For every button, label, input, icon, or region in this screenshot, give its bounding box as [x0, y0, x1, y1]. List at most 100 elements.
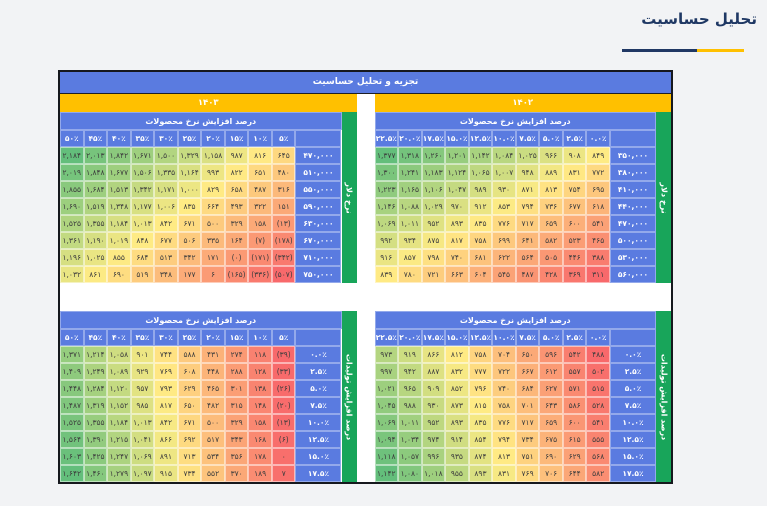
heatmap-cell: ۱,۳۱۸	[398, 147, 422, 165]
column-header-cell: ۴۰٪	[107, 130, 131, 148]
table-row: ۱,۰۶۹ ۱,۰۱۱ ۹۵۲ ۸۹۳ ۸۳۵ ۷۷۶ ۷۱۷ ۶۵۹ ۶۰۰ ۵۴۱ ۴۷۰,۰۰…	[374, 215, 657, 233]
heatmap-cell: ۱,۳۷۷	[374, 147, 399, 165]
column-group-title: درصد افزایش نرخ محصولات	[60, 311, 342, 329]
heatmap-cell: ۸۱۷	[154, 397, 178, 414]
middle-gap	[356, 93, 375, 113]
column-header-cell: ۱۰٪	[248, 329, 272, 346]
heatmap-cell: ۶۴۱	[515, 232, 540, 250]
heatmap-cell: ۸۲۹	[201, 181, 225, 199]
heatmap-cell: ۱,۰۸۸	[398, 198, 422, 216]
heatmap-cell: ۸۶۱	[83, 266, 108, 284]
heatmap-cell: ۱۶۸	[248, 431, 272, 448]
heatmap-cell: ۸۱۷	[445, 232, 469, 250]
heatmap-cell: ۱,۲۷۹	[107, 465, 131, 482]
heatmap-cell: ۶۵۰	[177, 397, 202, 414]
column-header-cell: ۰.۰٪	[586, 329, 610, 346]
heatmap-cell: ۸۵۴	[468, 431, 493, 448]
table-row: ۱,۶۹۰ ۱,۵۱۹ ۱,۳۴۸ ۱,۱۷۷ ۱,۰۰۶ ۸۳۵ ۶۶۴ ۴۹۳ ۳۲۲ ۱۵۱…	[60, 198, 342, 216]
heatmap-cell: (۲۶)	[271, 380, 296, 397]
column-header-cell: ۵.۰٪	[539, 130, 563, 148]
heatmap-cell: ۱۵۸	[248, 215, 272, 233]
row-label-cell: ۷.۵٪	[609, 397, 656, 414]
heatmap-body: ۲,۱۸۴ ۲,۰۱۳ ۱,۸۴۲ ۱,۶۷۱ ۱,۵۰۰ ۱,۳۲۹ ۱,۱۵۸ ۹۸۷ ۸۱…	[60, 147, 342, 284]
heatmap-cell: ۲,۱۸۴	[60, 147, 84, 165]
heatmap-cell: ۵۲۳	[562, 232, 587, 250]
row-label-cell: ۳۵۰,۰۰۰	[609, 147, 656, 165]
heatmap-cell: (۱۷۱)	[248, 249, 272, 267]
heatmap-cell: ۵۵۲	[201, 465, 225, 482]
heatmap-cell: ۱,۱۹۶	[60, 249, 84, 267]
heatmap-cell: ۷۳۴	[177, 465, 202, 482]
table-row: ۱,۰۲۱ ۹۶۵ ۹۰۹ ۸۵۲ ۷۹۶ ۷۴۰ ۶۸۴ ۶۲۷ ۵۷۱ ۵۱۵ ۵.۰٪	[374, 380, 657, 397]
heatmap-cell: ۷۰۶	[539, 465, 563, 482]
heatmap-cell: ۷۵۸	[492, 397, 516, 414]
heatmap-cell: ۱,۰۸۹	[107, 363, 131, 380]
heatmap-cell: ۱,۱۹۰	[83, 232, 108, 250]
heatmap-cell: ۶۴۵	[271, 147, 296, 165]
heatmap-cell: ۵۹۶	[539, 346, 563, 363]
heatmap-cell: ۱,۴۸۷	[60, 397, 84, 414]
heatmap-cell: ۵۴۲	[562, 346, 587, 363]
row-label-cell: ۷۵۰,۰۰۰	[295, 266, 342, 284]
heatmap-body: ۹۷۳ ۹۱۹ ۸۶۶ ۸۱۲ ۷۵۸ ۷۰۴ ۶۵۰ ۵۹۶ ۵۴۲ ۴۸۸ ۰.۰٪ ۹۹۷ ۹۴۲…	[374, 346, 657, 482]
table-row: ۹۱۶ ۸۵۷ ۷۹۸ ۷۴۰ ۶۸۱ ۶۲۲ ۵۶۴ ۵۰۵ ۴۴۶ ۳۸۸ ۵۳۰,۰۰۰	[374, 249, 657, 267]
heatmap-cell: ۶۲۹	[177, 380, 202, 397]
heatmap-cell: ۸۴۲	[154, 215, 178, 233]
heatmap-cell: ۳۱۵	[224, 397, 249, 414]
column-header-cell: ۲۲.۵٪	[374, 130, 399, 148]
column-header-cell: ۱۰.۰٪	[492, 329, 516, 346]
heatmap-cell: ۱,۴۰۹	[60, 363, 84, 380]
heatmap-cell: ۱۴۸	[248, 397, 272, 414]
heatmap-cell: ۱,۳۵۵	[83, 215, 108, 233]
heatmap-cell: ۱,۸۵۵	[60, 181, 84, 199]
column-header-cell: ۲۵٪	[177, 130, 202, 148]
heatmap-cell: ۳۲۲	[248, 198, 272, 216]
heatmap-cell: ۱,۱۶۴	[177, 164, 202, 182]
heatmap-cell: ۱,۶۹۰	[60, 198, 84, 216]
column-group-title: درصد افزایش نرخ محصولات	[374, 311, 656, 329]
table-row: ۱,۴۴۸ ۱,۲۸۴ ۱,۱۲۰ ۹۵۷ ۷۹۳ ۶۲۹ ۴۶۵ ۳۰۱ ۱۳۸ (۲۶) ۵.۰…	[60, 380, 342, 397]
row-label-cell: ۵۵۰,۰۰۰	[295, 181, 342, 199]
column-header-cell: ۳۰٪	[154, 329, 178, 346]
heatmap-cell: ۷۹۴	[515, 198, 540, 216]
row-label-cell: ۳۸۰,۰۰۰	[609, 164, 656, 182]
heatmap-cell: ۵۴۱	[586, 215, 610, 233]
table-row: ۱,۱۹۶ ۱,۰۲۵ ۸۵۵ ۶۸۴ ۵۱۳ ۳۴۲ ۱۷۱ (۰) (۱۷۱) (۳۴۲) ۷۱…	[60, 249, 342, 267]
heatmap-cell: ۱,۴۶۰	[83, 465, 108, 482]
heatmap-cell: ۱,۱۷۱	[154, 181, 178, 199]
heatmap-cell: ۶۵۹	[539, 215, 563, 233]
heatmap-cell: ۱,۴۲۵	[83, 448, 108, 465]
heatmap-cell: ۱,۸۴۸	[83, 164, 108, 182]
heatmap-cell: (۳۳)	[271, 363, 296, 380]
heatmap-cell: (۳۹)	[271, 346, 296, 363]
heatmap-cell: ۵۸۲	[586, 465, 610, 482]
row-label-cell: ۲.۵٪	[295, 363, 342, 380]
heatmap-cell: ۱,۵۰۰	[154, 147, 178, 165]
heatmap-cell: (۱۶۵)	[224, 266, 249, 284]
column-header-cell: ۲۲.۵٪	[374, 329, 399, 346]
heatmap-cell: ۴۶۵	[201, 380, 225, 397]
heatmap-cell: ۹۹۲	[374, 232, 399, 250]
heatmap-cell: ۱,۱۴۲	[468, 147, 493, 165]
heatmap-cell: ۱۲۸	[248, 363, 272, 380]
heatmap-cell: ۶۵۹	[539, 414, 563, 431]
heatmap-cell: ۱,۵۲۵	[60, 215, 84, 233]
table-row: ۱,۵۲۵ ۱,۳۵۵ ۱,۱۸۴ ۱,۰۱۳ ۸۴۲ ۶۷۱ ۵۰۰ ۳۲۹ ۱۵۸ (۱۳) ۶…	[60, 215, 342, 233]
row-label-header-cell	[295, 329, 342, 346]
heatmap-cell: ۸۱۶	[248, 147, 272, 165]
column-header-cell: ۲۰٪	[201, 329, 225, 346]
heatmap-cell: ۱,۰۸۰	[398, 465, 422, 482]
heatmap-cell: ۱۱۸	[248, 346, 272, 363]
heatmap-cell: ۹۲۹	[130, 363, 155, 380]
heatmap-cell: ۵۰۵	[539, 249, 563, 267]
heatmap-cell: ۲,۰۱۹	[60, 164, 84, 182]
heatmap-cell: ۴۳۱	[201, 346, 225, 363]
heatmap-cell: ۶۵۰	[515, 346, 540, 363]
heatmap-cell: ۷۰۴	[492, 346, 516, 363]
heatmap-cell: (۲۰)	[271, 397, 296, 414]
heatmap-cell: ۱۷۸	[248, 448, 272, 465]
table-row: ۱,۰۳۲ ۸۶۱ ۶۹۰ ۵۱۹ ۳۴۸ ۱۷۷ ۶ (۱۶۵) (۳۳۶) (۵۰۷) ۷۵۰,…	[60, 266, 342, 284]
heatmap-cell: ۳۶۹	[562, 266, 587, 284]
heatmap-cell: ۶۶۷	[515, 363, 540, 380]
heatmap-cell: ۶۲۷	[539, 380, 563, 397]
